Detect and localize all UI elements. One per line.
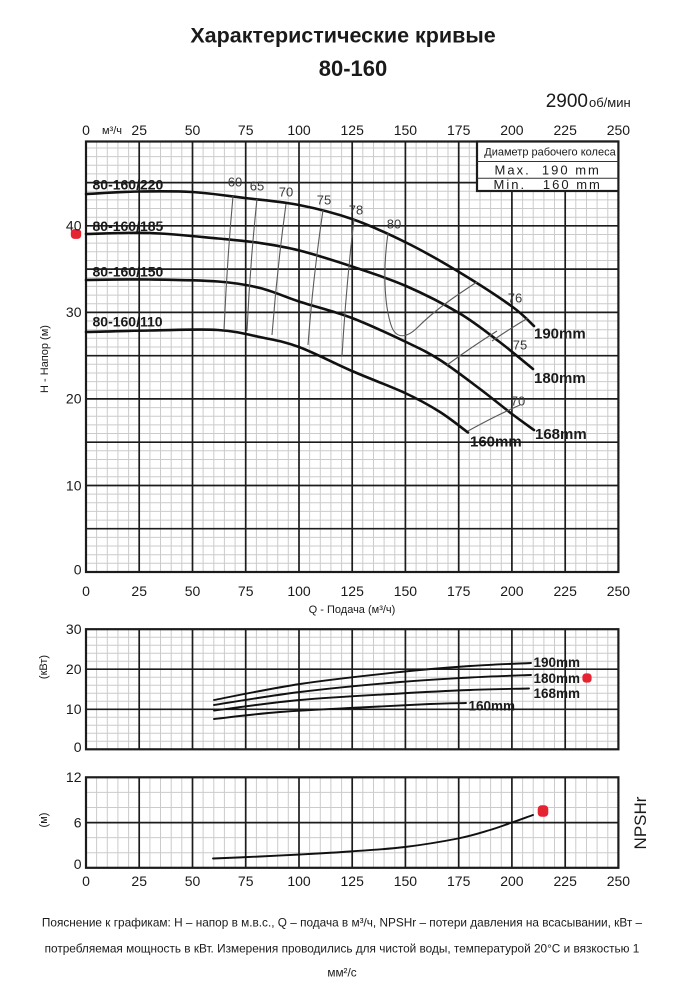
- svg-text:160mm: 160mm: [470, 434, 522, 451]
- svg-text:2900: 2900: [546, 91, 588, 112]
- svg-text:40: 40: [66, 218, 82, 234]
- svg-text:80-160/220: 80-160/220: [93, 177, 164, 193]
- svg-text:168mm: 168mm: [534, 686, 581, 701]
- svg-text:100: 100: [287, 583, 311, 599]
- svg-text:Пояснение к графикам: Н – напо: Пояснение к графикам: Н – напор в м.в.с.…: [42, 915, 643, 929]
- svg-text:250: 250: [607, 122, 631, 138]
- svg-text:Характеристические кривые: Характеристические кривые: [190, 24, 495, 48]
- svg-text:190mm: 190mm: [534, 655, 581, 670]
- svg-text:175: 175: [447, 583, 471, 599]
- svg-text:м³/ч: м³/ч: [102, 125, 122, 137]
- svg-text:(м): (м): [38, 813, 50, 828]
- svg-text:10: 10: [66, 701, 82, 717]
- svg-text:250: 250: [607, 583, 631, 599]
- svg-text:70: 70: [511, 394, 525, 409]
- svg-text:125: 125: [341, 122, 365, 138]
- svg-text:25: 25: [131, 122, 147, 138]
- svg-text:Min. 160 mm: Min. 160 mm: [494, 177, 602, 192]
- svg-text:30: 30: [66, 621, 82, 637]
- svg-text:180mm: 180mm: [534, 671, 581, 686]
- svg-text:NPSHr: NPSHr: [631, 796, 650, 849]
- svg-text:70: 70: [279, 185, 293, 200]
- svg-text:25: 25: [131, 583, 147, 599]
- svg-text:потребляемая мощность в кВт. И: потребляемая мощность в кВт. Измерения п…: [45, 941, 640, 955]
- svg-text:50: 50: [185, 873, 201, 889]
- svg-text:12: 12: [66, 769, 82, 785]
- svg-text:150: 150: [394, 873, 418, 889]
- svg-text:100: 100: [287, 873, 311, 889]
- svg-text:80: 80: [387, 217, 401, 232]
- svg-text:0: 0: [74, 739, 82, 755]
- svg-text:225: 225: [554, 873, 578, 889]
- svg-text:78: 78: [349, 203, 363, 218]
- svg-text:75: 75: [317, 193, 331, 208]
- svg-text:6: 6: [74, 814, 82, 830]
- svg-text:150: 150: [394, 122, 418, 138]
- svg-text:160mm: 160mm: [469, 699, 516, 714]
- svg-text:250: 250: [607, 873, 631, 889]
- svg-text:76: 76: [508, 291, 522, 306]
- svg-text:75: 75: [238, 583, 254, 599]
- svg-text:60: 60: [228, 175, 242, 190]
- svg-text:175: 175: [447, 873, 471, 889]
- svg-text:0: 0: [74, 561, 82, 577]
- svg-text:20: 20: [66, 661, 82, 677]
- svg-text:200: 200: [500, 873, 524, 889]
- svg-text:100: 100: [287, 122, 311, 138]
- svg-text:0: 0: [82, 583, 90, 599]
- svg-text:75: 75: [238, 122, 254, 138]
- svg-text:150: 150: [394, 583, 418, 599]
- svg-text:Q - Подача (м³/ч): Q - Подача (м³/ч): [309, 604, 396, 616]
- svg-text:190mm: 190mm: [534, 326, 586, 343]
- svg-text:175: 175: [447, 122, 471, 138]
- svg-text:10: 10: [66, 477, 82, 493]
- svg-text:125: 125: [341, 583, 365, 599]
- svg-text:мм²/с: мм²/с: [327, 965, 356, 979]
- svg-text:об/мин: об/мин: [589, 95, 631, 110]
- svg-text:225: 225: [554, 583, 578, 599]
- svg-text:200: 200: [500, 122, 524, 138]
- svg-text:75: 75: [238, 873, 254, 889]
- svg-text:30: 30: [66, 304, 82, 320]
- svg-text:80-160/110: 80-160/110: [93, 313, 163, 329]
- svg-text:80-160/150: 80-160/150: [93, 264, 164, 280]
- svg-text:H - Напор (м): H - Напор (м): [39, 325, 51, 393]
- svg-text:0: 0: [82, 122, 90, 138]
- svg-text:0: 0: [74, 856, 82, 872]
- svg-text:0: 0: [82, 873, 90, 889]
- svg-text:50: 50: [185, 122, 201, 138]
- svg-text:25: 25: [131, 873, 147, 889]
- svg-text:200: 200: [500, 583, 524, 599]
- svg-text:65: 65: [250, 179, 264, 194]
- svg-text:Max. 190 mm: Max. 190 mm: [495, 163, 601, 178]
- svg-text:125: 125: [341, 873, 365, 889]
- svg-text:(кВт): (кВт): [38, 655, 50, 679]
- svg-text:225: 225: [554, 122, 578, 138]
- svg-text:180mm: 180mm: [534, 370, 586, 387]
- svg-text:20: 20: [66, 391, 82, 407]
- svg-text:80-160: 80-160: [319, 56, 388, 81]
- svg-text:80-160/185: 80-160/185: [93, 218, 164, 234]
- svg-text:Диаметр рабочего колеса: Диаметр рабочего колеса: [484, 147, 616, 159]
- svg-text:168mm: 168mm: [535, 426, 587, 443]
- svg-text:75: 75: [513, 338, 527, 353]
- svg-text:50: 50: [185, 583, 201, 599]
